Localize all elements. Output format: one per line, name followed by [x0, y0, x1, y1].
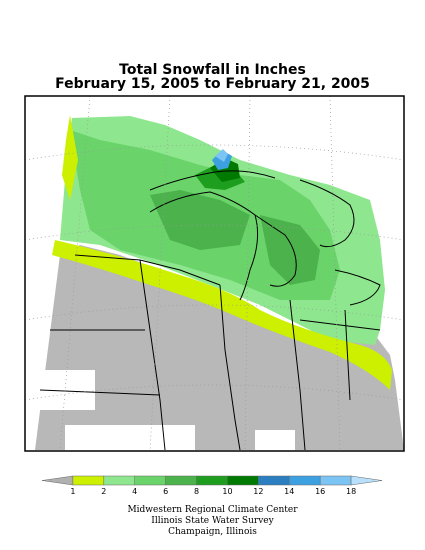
legend-tick-label: 10 — [222, 487, 232, 496]
credit-line-3: Champaign, Illinois — [168, 527, 257, 537]
lake-superior-shore — [149, 170, 276, 191]
legend-swatch — [72, 475, 105, 486]
legend-tick-label: 6 — [163, 487, 168, 496]
legend-tick-label: 16 — [315, 487, 325, 496]
legend-swatch — [319, 475, 352, 486]
legend-swatch — [258, 475, 290, 486]
legend-swatch — [134, 475, 166, 486]
graticule — [25, 96, 404, 451]
credit-line-1: Midwestern Regional Climate Center — [127, 505, 298, 515]
legend-arrow-low — [41, 475, 74, 486]
no-data-canada — [120, 110, 404, 200]
snowfall-fields — [35, 110, 404, 451]
snow-1-2in-band — [52, 240, 392, 390]
legend-tick-label: 14 — [284, 487, 294, 496]
missing-data-area — [255, 430, 295, 451]
legend-tick-label: 4 — [132, 487, 137, 496]
legend-tick-label: 2 — [101, 487, 106, 496]
legend-swatch — [196, 475, 228, 486]
snow-16-18in-area — [215, 149, 228, 162]
missing-data-area — [65, 425, 195, 451]
legend-swatch — [165, 475, 197, 486]
legend-swatch — [103, 475, 135, 486]
map-subtitle: February 15, 2005 to February 21, 2005 — [55, 76, 370, 92]
credit-line-2: Illinois State Water Survey — [151, 516, 274, 526]
legend-swatch — [289, 475, 321, 486]
legend-colorbar: 1 2 4 6 8 10 12 14 16 18 — [41, 475, 383, 496]
legend-arrow-high — [350, 475, 383, 486]
no-snow-area — [35, 245, 404, 450]
snow-6-8in-area-michigan — [260, 215, 320, 285]
michigan-shore — [254, 214, 297, 287]
state-line — [39, 389, 161, 396]
state-line — [289, 299, 306, 451]
legend-tick-label: 18 — [346, 487, 356, 496]
map-title: Total Snowfall in Inches — [119, 62, 306, 78]
legend-tick-label: 12 — [253, 487, 263, 496]
map-boundaries — [39, 170, 381, 451]
map-frame — [24, 95, 405, 452]
state-line — [344, 309, 351, 401]
state-line — [74, 254, 221, 286]
snow-1-2in-west-edge — [62, 115, 78, 200]
legend-tick-label: 8 — [194, 487, 199, 496]
state-line — [219, 284, 241, 451]
snow-6-8in-area-west — [150, 190, 250, 250]
legend-tick-label: 1 — [70, 487, 75, 496]
lake-erie-shore — [334, 269, 381, 306]
lake-huron-shore — [299, 179, 355, 248]
state-line — [139, 259, 166, 451]
state-line — [299, 319, 381, 331]
legend-swatch — [227, 475, 259, 486]
